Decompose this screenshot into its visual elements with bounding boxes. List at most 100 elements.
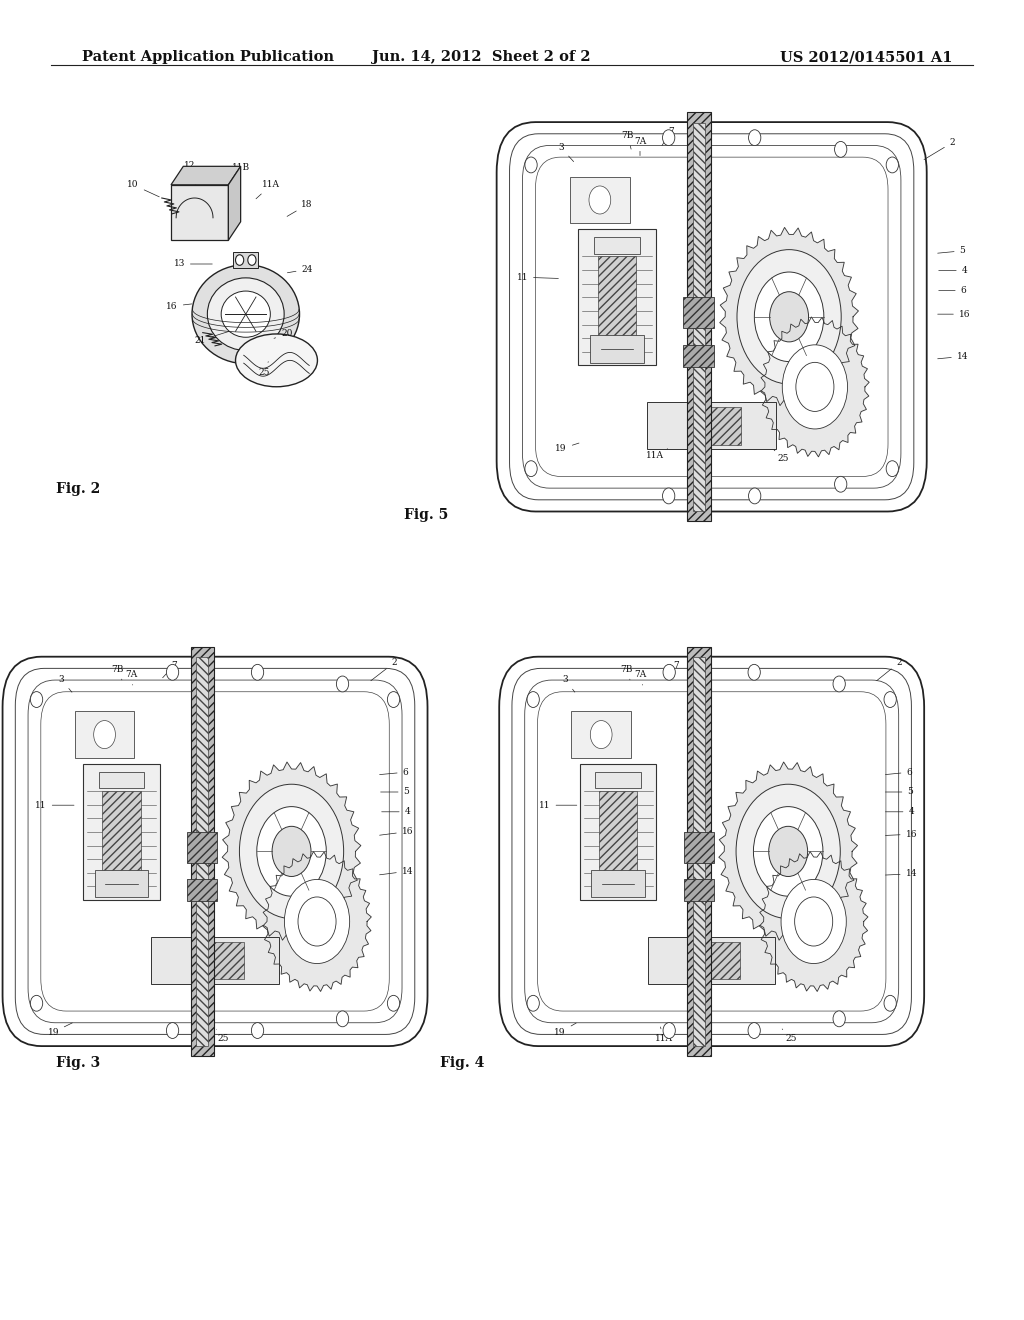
Circle shape [749, 129, 761, 145]
Circle shape [835, 141, 847, 157]
Circle shape [590, 721, 612, 748]
Text: 2: 2 [877, 659, 902, 681]
Circle shape [31, 995, 43, 1011]
Text: 2: 2 [924, 139, 955, 160]
Circle shape [748, 664, 760, 680]
Circle shape [527, 995, 540, 1011]
Circle shape [240, 784, 344, 919]
Circle shape [796, 363, 834, 412]
Bar [592, 870, 645, 898]
Text: 12: 12 [183, 161, 196, 185]
Circle shape [31, 692, 43, 708]
Text: 16: 16 [938, 310, 971, 318]
Text: 7A: 7A [634, 137, 646, 156]
Circle shape [663, 488, 675, 504]
Text: 11: 11 [35, 801, 74, 809]
Circle shape [749, 488, 761, 504]
Text: 4: 4 [939, 267, 968, 275]
Circle shape [166, 1023, 178, 1039]
Bar [709, 941, 740, 979]
Bar [648, 937, 775, 983]
Text: 11: 11 [173, 191, 189, 205]
Text: 14: 14 [886, 870, 918, 878]
Text: Patent Application Publication: Patent Application Publication [82, 50, 334, 65]
Text: 7B: 7B [622, 132, 634, 149]
Text: US 2012/0145501 A1: US 2012/0145501 A1 [780, 50, 952, 65]
Text: Fig. 2: Fig. 2 [56, 482, 100, 496]
Circle shape [527, 692, 540, 708]
Bar [683, 297, 714, 329]
Bar [693, 123, 705, 511]
Circle shape [884, 995, 896, 1011]
Circle shape [272, 826, 311, 876]
Text: 3: 3 [562, 676, 574, 692]
Bar [595, 772, 641, 788]
Bar [599, 791, 637, 873]
Circle shape [93, 721, 116, 748]
Text: 16: 16 [886, 830, 918, 838]
Text: 4: 4 [886, 808, 914, 816]
Circle shape [166, 664, 178, 680]
Text: 11: 11 [539, 801, 577, 809]
Circle shape [387, 995, 399, 1011]
Bar [693, 657, 705, 1045]
Text: 7: 7 [163, 661, 177, 677]
Text: 5: 5 [381, 788, 410, 796]
Circle shape [795, 898, 833, 946]
Polygon shape [720, 227, 858, 407]
Bar [187, 879, 217, 902]
Text: 7B: 7B [112, 665, 124, 680]
Text: 7A: 7A [634, 671, 646, 685]
Text: 16: 16 [380, 828, 414, 836]
Circle shape [298, 898, 336, 946]
Text: 3: 3 [58, 676, 72, 692]
Text: 14: 14 [380, 867, 414, 875]
Circle shape [770, 292, 809, 342]
Bar [152, 937, 279, 983]
Text: 6: 6 [939, 286, 967, 294]
Text: 2: 2 [371, 659, 397, 681]
Circle shape [736, 784, 841, 919]
Polygon shape [761, 317, 869, 457]
Text: 13: 13 [173, 260, 212, 268]
Bar [233, 252, 258, 268]
Circle shape [833, 1011, 845, 1027]
Circle shape [835, 477, 847, 492]
Polygon shape [719, 762, 857, 941]
Text: 3: 3 [558, 144, 573, 161]
Ellipse shape [221, 290, 270, 337]
Text: 16: 16 [166, 302, 191, 310]
Bar [647, 403, 776, 449]
Text: 6: 6 [886, 768, 912, 776]
Bar [212, 941, 244, 979]
FancyBboxPatch shape [497, 123, 927, 511]
Polygon shape [171, 166, 241, 185]
Text: 21: 21 [194, 331, 230, 345]
Bar [569, 177, 630, 223]
Text: Fig. 3: Fig. 3 [56, 1056, 100, 1071]
Text: 19: 19 [47, 1023, 73, 1036]
Circle shape [769, 826, 808, 876]
Bar [594, 238, 640, 253]
Text: 7: 7 [666, 661, 679, 677]
Text: 25: 25 [774, 450, 790, 462]
Polygon shape [222, 762, 360, 941]
Ellipse shape [193, 264, 299, 363]
Bar [598, 256, 636, 338]
Text: Jun. 14, 2012  Sheet 2 of 2: Jun. 14, 2012 Sheet 2 of 2 [372, 50, 591, 65]
Bar [98, 772, 144, 788]
Text: 11A: 11A [256, 181, 281, 199]
Circle shape [525, 157, 538, 173]
Text: 11A: 11A [654, 1027, 673, 1043]
Bar [187, 832, 217, 863]
Circle shape [236, 255, 244, 265]
Text: 7: 7 [662, 128, 674, 145]
Circle shape [886, 157, 898, 173]
Bar [571, 711, 631, 758]
Circle shape [663, 129, 675, 145]
Text: 7A: 7A [125, 671, 137, 685]
Text: 4: 4 [382, 808, 411, 816]
Circle shape [252, 1023, 264, 1039]
Circle shape [257, 807, 327, 896]
Bar [684, 879, 714, 902]
